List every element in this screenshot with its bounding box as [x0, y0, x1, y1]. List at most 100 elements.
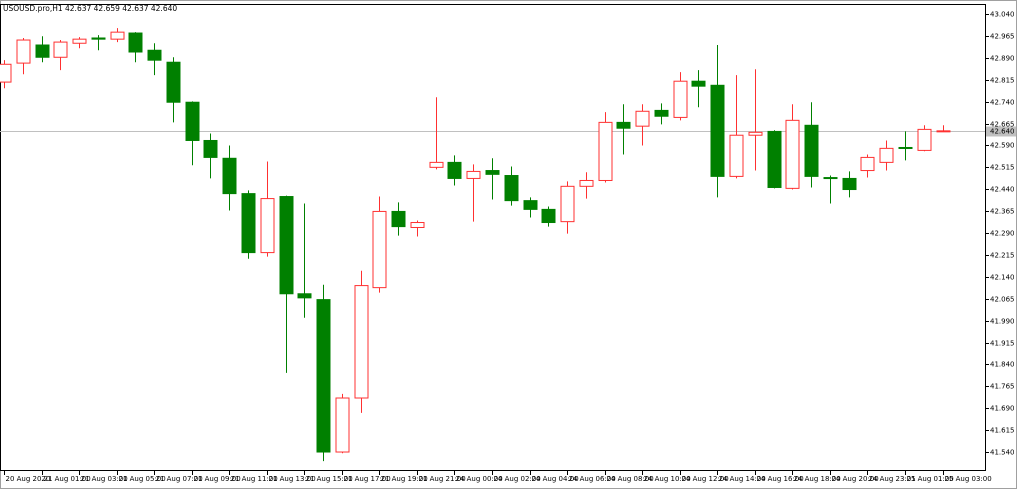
- x-tick-label: 24 Aug 12:00: [682, 475, 729, 483]
- y-tick-label: 42.815: [990, 77, 1015, 85]
- candle-body: [335, 397, 350, 453]
- y-tick-label: 42.290: [990, 230, 1015, 238]
- x-tick-label: 24 Aug 04:00: [532, 475, 579, 483]
- x-tick-label: 21 Aug 21:00: [419, 475, 466, 483]
- candle-body: [279, 196, 294, 295]
- x-tick-label: 24 Aug 02:00: [494, 475, 541, 483]
- x-tick-label: 25 Aug 01:00: [907, 475, 954, 483]
- candle-body: [879, 147, 894, 163]
- candle-body: [354, 285, 369, 399]
- candle-body: [729, 134, 744, 177]
- y-tick-label: 42.740: [990, 99, 1015, 107]
- x-tick-label: 21 Aug 19:00: [381, 475, 428, 483]
- current-price-box: [986, 126, 1016, 137]
- y-tick-label: 41.990: [990, 318, 1015, 326]
- candle-body: [804, 124, 819, 177]
- candle-body: [673, 80, 688, 118]
- candle-body: [297, 293, 312, 299]
- y-tick-label: 42.215: [990, 252, 1015, 260]
- x-tick-label: 21 Aug 03:00: [81, 475, 128, 483]
- x-tick-label: 24 Aug 14:00: [719, 475, 766, 483]
- x-tick-label: 21 Aug 15:00: [306, 475, 353, 483]
- y-tick-label: 41.840: [990, 361, 1015, 369]
- candle-body: [598, 121, 613, 181]
- candle-body: [691, 80, 706, 87]
- candle-body: [391, 210, 406, 228]
- y-tick-label: 42.515: [990, 164, 1015, 172]
- x-tick-label: 24 Aug 23:01: [869, 475, 916, 483]
- candle-body: [447, 161, 462, 179]
- candle-body: [654, 109, 669, 117]
- x-tick-label: 20 Aug 2020: [6, 475, 51, 483]
- candle-body: [185, 101, 200, 141]
- candle-body: [260, 198, 275, 254]
- candle-body: [16, 39, 31, 64]
- candle-body: [147, 49, 162, 61]
- y-tick-label: 41.915: [990, 340, 1015, 348]
- candle-body: [523, 200, 538, 210]
- x-tick-label: 21 Aug 17:00: [344, 475, 391, 483]
- x-tick-label: 24 Aug 10:00: [644, 475, 691, 483]
- candle-body: [0, 63, 12, 83]
- y-tick-label: 43.040: [990, 11, 1015, 19]
- candle-body: [203, 139, 218, 158]
- candle-body: [241, 193, 256, 254]
- x-tick-label: 24 Aug 00:00: [456, 475, 503, 483]
- candle-body: [72, 38, 87, 44]
- y-tick-label: 41.765: [990, 383, 1015, 391]
- y-tick-label: 42.440: [990, 186, 1015, 194]
- y-tick-label: 42.890: [990, 55, 1015, 63]
- candle-body: [842, 177, 857, 191]
- y-tick-label: 41.540: [990, 449, 1015, 457]
- candle-body: [110, 31, 125, 40]
- plot-frame: [0, 4, 986, 471]
- candle-body: [767, 130, 782, 188]
- x-tick-label: 21 Aug 05:00: [119, 475, 166, 483]
- candle-body: [616, 121, 631, 129]
- candle-body: [541, 208, 556, 224]
- x-tick-label: 21 Aug 01:00: [44, 475, 91, 483]
- x-tick-label: 24 Aug 08:00: [607, 475, 654, 483]
- candle-body: [560, 185, 575, 223]
- candle-body: [372, 210, 387, 289]
- x-tick-label: 21 Aug 09:00: [194, 475, 241, 483]
- candle-body: [485, 170, 500, 175]
- y-tick-label: 42.665: [990, 121, 1015, 129]
- current-price-label: 42.640: [990, 128, 1015, 136]
- x-tick-label: 21 Aug 11:00: [231, 475, 278, 483]
- candle-body: [504, 175, 519, 202]
- candle-body: [53, 41, 68, 58]
- candle-body: [410, 222, 425, 228]
- candle-body: [166, 61, 181, 103]
- y-tick-label: 41.615: [990, 427, 1015, 435]
- x-tick-label: 24 Aug 16:00: [757, 475, 804, 483]
- candle-body: [710, 84, 725, 177]
- y-tick-label: 42.365: [990, 208, 1015, 216]
- x-tick-label: 24 Aug 18:00: [794, 475, 841, 483]
- x-tick-label: 21 Aug 07:00: [156, 475, 203, 483]
- candle-body: [748, 131, 763, 136]
- y-tick-label: 42.065: [990, 296, 1015, 304]
- candle-body: [785, 119, 800, 189]
- candle-body: [635, 110, 650, 127]
- x-tick-label: 25 Aug 03:00: [945, 475, 992, 483]
- candle-body: [128, 32, 143, 53]
- x-tick-label: 24 Aug 06:00: [569, 475, 616, 483]
- candle-body: [222, 157, 237, 195]
- candle-body: [316, 299, 331, 453]
- candle-body: [35, 44, 50, 58]
- y-tick-label: 41.690: [990, 405, 1015, 413]
- candle-body: [823, 177, 838, 180]
- candle-body: [579, 179, 594, 187]
- y-tick-label: 42.590: [990, 142, 1015, 150]
- candle-body: [91, 37, 106, 40]
- x-tick-label: 21 Aug 13:00: [269, 475, 316, 483]
- y-tick-label: 42.140: [990, 274, 1015, 282]
- candle-body: [898, 146, 913, 149]
- x-tick-label: 24 Aug 20:00: [832, 475, 879, 483]
- candle-body: [466, 170, 481, 179]
- candle-body: [429, 161, 444, 168]
